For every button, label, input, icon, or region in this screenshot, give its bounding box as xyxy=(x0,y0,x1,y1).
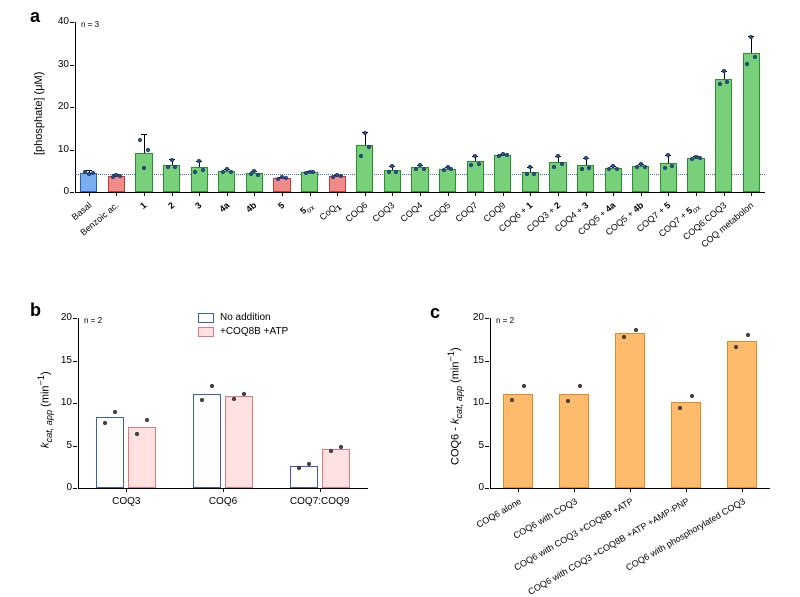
bar xyxy=(356,145,373,192)
chart-c: 05101520COQ6 - kcat, app (min−1)n = 2COQ… xyxy=(490,318,770,488)
panel-c-label: c xyxy=(430,302,440,323)
bar xyxy=(193,394,221,488)
panel-a: a 010203040[phosphate] (μM)n = 3BasalBen… xyxy=(0,0,800,280)
bar xyxy=(715,79,732,192)
panel-c: c 05101520COQ6 - kcat, app (min−1)n = 2C… xyxy=(410,300,800,570)
bar xyxy=(727,341,758,488)
bar xyxy=(494,155,511,192)
bar xyxy=(605,168,622,192)
bar xyxy=(687,158,704,192)
panel-a-label: a xyxy=(30,6,40,27)
panel-b: b 05101520kcat, app (min−1)n = 2No addit… xyxy=(0,300,400,570)
bar xyxy=(135,153,152,192)
bar xyxy=(322,449,350,488)
panel-b-label: b xyxy=(30,300,41,321)
bar xyxy=(743,53,760,192)
bar xyxy=(80,173,97,192)
bar xyxy=(225,396,253,488)
chart-a: 010203040[phosphate] (μM)n = 3BasalBenzo… xyxy=(75,22,765,192)
chart-b: 05101520kcat, app (min−1)n = 2No additio… xyxy=(78,318,368,488)
bar xyxy=(559,394,590,488)
bar xyxy=(301,172,318,192)
bar xyxy=(411,167,428,192)
bar xyxy=(439,169,456,192)
bar xyxy=(218,171,235,192)
bar xyxy=(632,166,649,192)
bar xyxy=(96,417,124,488)
bar xyxy=(671,402,702,488)
bar xyxy=(246,173,263,192)
legend: No addition+COQ8B +ATP xyxy=(198,312,288,340)
bar xyxy=(290,466,318,488)
bar xyxy=(615,333,646,488)
bar xyxy=(503,394,534,488)
bar xyxy=(128,427,156,488)
